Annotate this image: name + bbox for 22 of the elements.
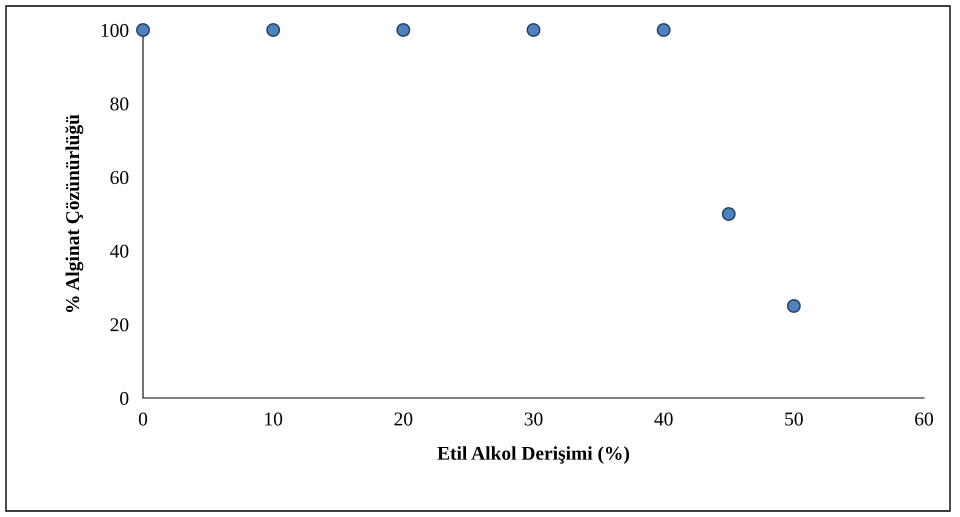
point [526,23,540,37]
y-tick-label: 60 [110,171,128,184]
y-tick-label: 80 [110,97,128,111]
point [396,23,410,37]
point [136,23,150,37]
x-tick-label: 0 [138,412,148,426]
x-tick-label: 20 [394,412,412,426]
x-tick-label: 40 [654,412,673,426]
y-tick-label: 20 [110,318,128,332]
y-tick-label: 40 [110,244,128,258]
x-tick-label: 30 [524,412,542,426]
y-axis-title: % Alginat Çözünürlüğü [65,114,84,312]
y-tick-label: 0 [120,392,128,405]
point [656,23,671,37]
point [266,23,280,37]
y-tick-label: 100 [102,24,128,37]
point [786,299,801,313]
point [722,207,736,221]
x-axis-title: Etil Alkol Derişimi (%) [437,446,630,464]
x-tick-label: 50 [785,412,803,426]
x-tick-label: 10 [265,412,282,426]
x-tick-label: 60 [915,412,933,426]
